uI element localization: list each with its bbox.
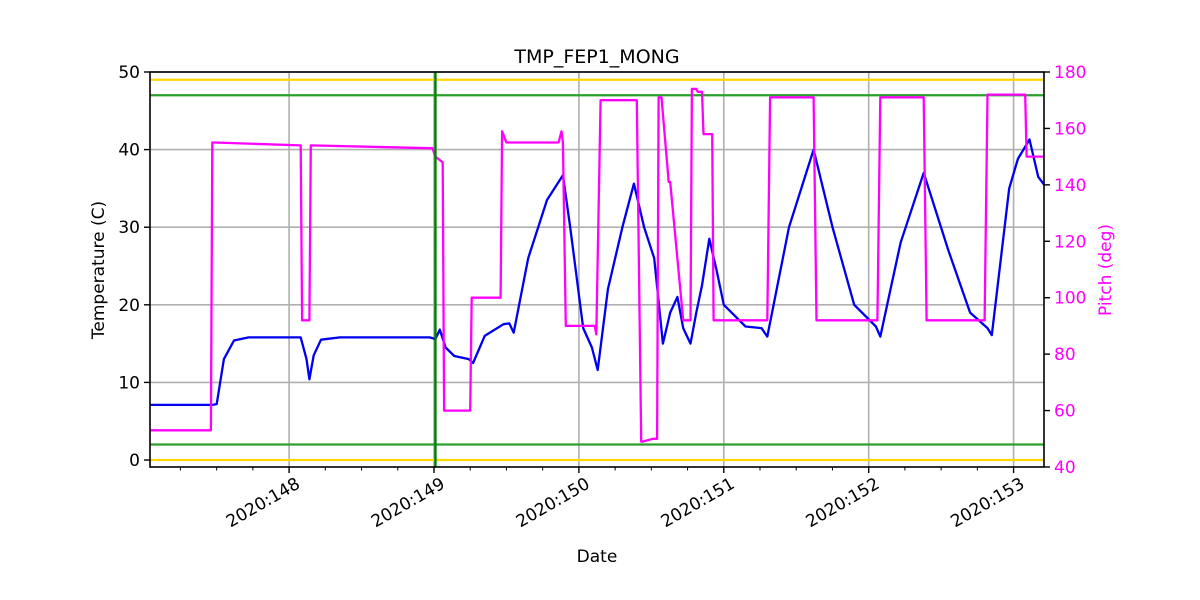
y-tick-label: 40 [118, 141, 140, 161]
y2-tick-label: 120 [1054, 232, 1086, 252]
y-tick-label: 0 [129, 451, 140, 471]
limit-lines [150, 78, 1044, 462]
y-tick-label: 20 [118, 296, 140, 316]
y2-tick-label: 180 [1054, 63, 1086, 83]
y2-tick-label: 60 [1054, 402, 1076, 422]
left-y-axis: 0 10 20 30 40 50 [118, 63, 150, 471]
y-tick-label: 50 [118, 63, 140, 83]
x-axis-label: Date [577, 547, 618, 567]
y2-tick-label: 40 [1054, 458, 1076, 478]
y2-tick-label: 140 [1054, 176, 1086, 196]
series-temperature-line [150, 138, 1045, 407]
y2-tick-label: 100 [1054, 289, 1086, 309]
y2-axis-label: Pitch (deg) [1096, 224, 1116, 316]
y-tick-label: 30 [118, 218, 140, 238]
right-y-axis: 40 60 80 100 120 140 160 180 [1044, 63, 1086, 478]
y2-tick-label: 80 [1054, 345, 1076, 365]
y2-tick-label: 160 [1054, 119, 1086, 139]
chart-title: TMP_FEP1_MONG [513, 46, 679, 68]
y-tick-label: 10 [118, 373, 140, 393]
y-axis-label: Temperature (C) [89, 201, 109, 340]
series-pitch-line [150, 87, 1044, 443]
data-series [150, 87, 1045, 443]
plot-frame [149, 71, 1045, 468]
